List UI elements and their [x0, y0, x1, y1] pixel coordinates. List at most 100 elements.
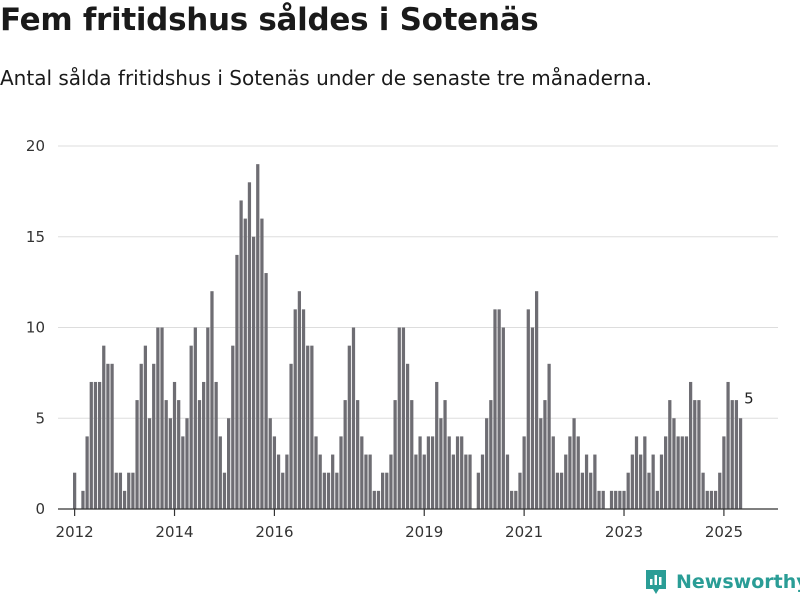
- bar: [322, 472, 326, 509]
- bar: [405, 363, 410, 509]
- bar: [634, 436, 639, 509]
- bar: [468, 454, 472, 509]
- x-tick-label: 2016: [255, 523, 293, 541]
- bar: [597, 490, 601, 509]
- bar: [193, 327, 197, 509]
- bar: [318, 454, 322, 509]
- bar: [210, 291, 214, 509]
- bar: [510, 490, 514, 509]
- bar: [393, 400, 397, 509]
- bar: [443, 400, 447, 509]
- bar: [239, 200, 243, 509]
- bar: [385, 472, 389, 509]
- bar: [231, 345, 235, 509]
- y-tick-label: 0: [35, 500, 45, 518]
- bar: [172, 381, 177, 509]
- bar: [351, 327, 356, 509]
- bar: [705, 490, 709, 509]
- bar: [106, 363, 110, 509]
- bar: [684, 436, 689, 509]
- bar: [655, 490, 659, 509]
- bar: [343, 400, 347, 509]
- bar: [697, 400, 701, 509]
- bar: [580, 472, 585, 509]
- bar: [227, 418, 231, 509]
- bar: [310, 345, 314, 509]
- bar: [734, 400, 739, 509]
- bar: [168, 418, 172, 509]
- bar: [397, 327, 401, 509]
- bar: [376, 490, 381, 509]
- bar: [181, 436, 185, 509]
- bar: [664, 436, 668, 509]
- bar: [659, 454, 664, 509]
- bar: [214, 381, 218, 509]
- bar: [160, 327, 164, 509]
- bar: [584, 454, 589, 509]
- bar: [572, 418, 576, 509]
- bar: [380, 472, 385, 509]
- bar: [301, 309, 306, 509]
- bar: [152, 363, 156, 509]
- bar: [414, 454, 418, 509]
- bar: [331, 454, 335, 509]
- brand-logo[interactable]: Newsworthy: [644, 568, 800, 596]
- bar: [614, 490, 618, 509]
- bar: [143, 345, 148, 509]
- bar: [530, 327, 535, 509]
- bar: [534, 291, 539, 509]
- bar: [668, 400, 672, 509]
- bar: [643, 436, 647, 509]
- bar: [693, 400, 697, 509]
- bar: [522, 436, 526, 509]
- bar: [480, 454, 485, 509]
- bar: [281, 472, 285, 509]
- bar: [568, 436, 572, 509]
- bar: [197, 400, 202, 509]
- x-tick-label: 2023: [605, 523, 643, 541]
- bar: [418, 436, 422, 509]
- bar: [435, 381, 439, 509]
- bar: [85, 436, 89, 509]
- bar: [256, 164, 260, 509]
- brand-name: Newsworthy: [676, 571, 800, 593]
- bar: [730, 400, 734, 509]
- bar: [439, 418, 443, 509]
- bar: [185, 418, 189, 509]
- y-tick-label: 20: [26, 137, 45, 155]
- bar: [593, 454, 597, 509]
- bar: [260, 218, 264, 509]
- bar: [206, 327, 210, 509]
- bar: [447, 436, 451, 509]
- bar: [497, 309, 501, 509]
- newsworthy-logo-icon: [646, 570, 666, 594]
- x-tick-label: 2021: [505, 523, 543, 541]
- bar: [718, 472, 722, 509]
- bar: [139, 363, 143, 509]
- y-tick-label: 10: [26, 319, 45, 337]
- bar: [630, 454, 634, 509]
- bar: [339, 436, 343, 509]
- bar: [676, 436, 680, 509]
- bar: [73, 472, 77, 509]
- bar: [235, 254, 239, 509]
- highlight-value-label: 5: [744, 389, 754, 407]
- bar: [639, 454, 643, 509]
- bar: [455, 436, 460, 509]
- bar: [222, 472, 227, 509]
- bar: [293, 309, 297, 509]
- bar: [356, 400, 360, 509]
- bar: [147, 418, 152, 509]
- chart-title: Fem fritidshus såldes i Sotenäs: [0, 2, 539, 38]
- bar: [81, 490, 85, 509]
- x-tick-label: 2014: [155, 523, 193, 541]
- bar: [722, 436, 726, 509]
- bar: [526, 309, 530, 509]
- bar: [518, 472, 522, 509]
- bar: [713, 490, 718, 509]
- bar: [264, 273, 268, 509]
- bar: [389, 454, 393, 509]
- bar: [410, 400, 414, 509]
- bar: [609, 490, 614, 509]
- bar: [89, 381, 93, 509]
